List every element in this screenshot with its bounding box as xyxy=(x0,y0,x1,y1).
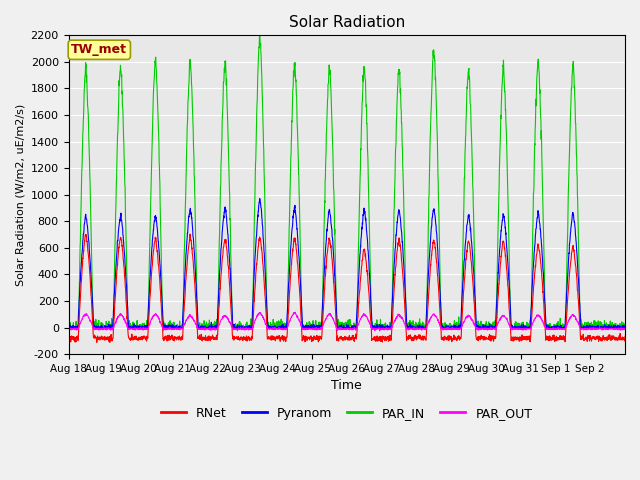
PAR_IN xyxy=(65,323,72,329)
PAR_IN xyxy=(621,324,629,330)
RNet xyxy=(65,335,72,340)
PAR_OUT xyxy=(381,327,388,333)
Line: PAR_IN: PAR_IN xyxy=(68,35,625,328)
Pyranom xyxy=(68,325,76,331)
RNet xyxy=(614,335,621,341)
Y-axis label: Solar Radiation (W/m2, uE/m2/s): Solar Radiation (W/m2, uE/m2/s) xyxy=(15,104,25,286)
PAR_IN xyxy=(547,322,554,328)
PAR_OUT xyxy=(120,316,128,322)
Pyranom xyxy=(381,325,388,331)
RNet xyxy=(547,335,554,341)
Pyranom xyxy=(614,325,621,331)
PAR_OUT xyxy=(621,325,629,331)
RNet xyxy=(381,334,388,340)
PAR_IN xyxy=(241,325,248,331)
Line: PAR_OUT: PAR_OUT xyxy=(68,312,625,331)
PAR_IN xyxy=(120,160,128,166)
Pyranom xyxy=(256,196,264,202)
Pyranom xyxy=(241,324,248,330)
PAR_OUT xyxy=(515,327,522,333)
Title: Solar Radiation: Solar Radiation xyxy=(289,15,405,30)
Text: TW_met: TW_met xyxy=(71,43,127,56)
Line: RNet: RNet xyxy=(68,234,625,342)
Pyranom xyxy=(65,322,72,328)
RNet xyxy=(120,270,128,276)
PAR_OUT xyxy=(614,326,621,332)
PAR_IN xyxy=(515,325,522,331)
RNet xyxy=(106,339,114,345)
PAR_IN xyxy=(256,32,264,38)
PAR_OUT xyxy=(241,327,248,333)
Pyranom xyxy=(621,324,629,330)
PAR_OUT xyxy=(65,326,72,332)
PAR_OUT xyxy=(291,309,299,315)
Pyranom xyxy=(547,324,554,330)
Line: Pyranom: Pyranom xyxy=(68,199,625,328)
PAR_IN xyxy=(381,321,388,327)
RNet xyxy=(241,336,248,342)
RNet xyxy=(621,334,629,339)
Pyranom xyxy=(120,250,128,255)
PAR_IN xyxy=(66,325,74,331)
X-axis label: Time: Time xyxy=(332,379,362,392)
RNet xyxy=(186,231,194,237)
RNet xyxy=(515,336,522,341)
Pyranom xyxy=(515,325,522,331)
PAR_IN xyxy=(614,325,621,331)
Legend: RNet, Pyranom, PAR_IN, PAR_OUT: RNet, Pyranom, PAR_IN, PAR_OUT xyxy=(156,402,538,425)
PAR_OUT xyxy=(547,326,554,332)
PAR_OUT xyxy=(376,328,383,334)
